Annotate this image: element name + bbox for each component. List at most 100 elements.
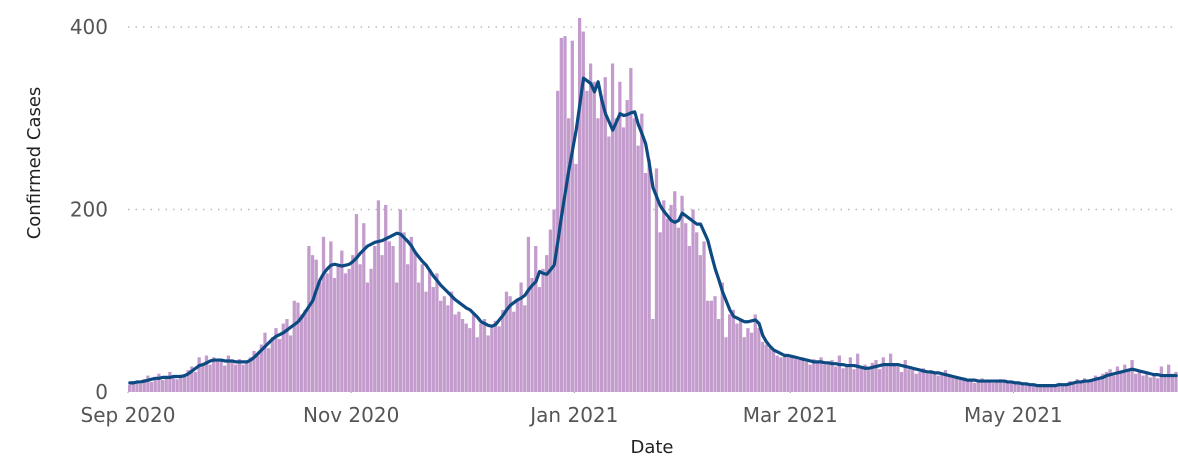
- bar: [896, 366, 900, 392]
- bar: [570, 40, 574, 392]
- bar: [987, 380, 992, 392]
- bar: [614, 118, 618, 392]
- bar: [1104, 371, 1109, 392]
- bar: [475, 337, 479, 392]
- bar: [1163, 375, 1167, 392]
- bar: [581, 31, 585, 392]
- bar: [204, 355, 209, 392]
- bar: [307, 246, 311, 392]
- bar: [563, 36, 567, 392]
- bar: [742, 337, 746, 392]
- bar: [259, 344, 263, 392]
- bar: [592, 81, 596, 392]
- bar: [296, 302, 300, 392]
- bar: [673, 191, 677, 392]
- bar: [691, 209, 695, 392]
- bar: [724, 337, 728, 392]
- bar: [453, 314, 457, 392]
- bar: [976, 381, 981, 392]
- bar: [599, 95, 604, 392]
- bar: [837, 355, 842, 392]
- bar: [1141, 375, 1145, 392]
- bar: [899, 371, 904, 392]
- bar: [947, 375, 951, 392]
- bar: [1145, 371, 1149, 392]
- bar: [775, 355, 779, 392]
- bar: [760, 341, 765, 392]
- bar: [1020, 384, 1024, 392]
- bar: [391, 246, 395, 392]
- bar: [746, 328, 750, 392]
- bar: [1031, 383, 1035, 392]
- bar: [973, 382, 977, 392]
- bar: [128, 384, 132, 392]
- bar: [834, 366, 838, 392]
- bar: [365, 282, 370, 392]
- bar: [636, 145, 640, 392]
- bar: [676, 227, 681, 392]
- bar: [354, 214, 359, 392]
- bar: [201, 362, 205, 392]
- bar: [684, 223, 688, 392]
- bar: [863, 364, 867, 392]
- bar: [537, 287, 542, 392]
- bar: [223, 365, 227, 392]
- bar: [234, 364, 238, 392]
- bar: [193, 371, 198, 392]
- bar: [647, 159, 651, 392]
- bar: [230, 361, 234, 392]
- bar: [640, 113, 644, 392]
- bar: [252, 350, 256, 392]
- bar: [409, 236, 413, 392]
- bar: [848, 357, 852, 392]
- bar: [314, 259, 318, 392]
- bar: [186, 370, 190, 392]
- bar: [435, 273, 439, 392]
- bar: [420, 264, 424, 392]
- bar: [226, 355, 231, 392]
- bar: [962, 377, 966, 392]
- bar: [395, 282, 399, 392]
- bar: [1174, 371, 1178, 392]
- bar: [519, 282, 523, 392]
- bar: [402, 232, 406, 392]
- bar: [936, 375, 940, 392]
- bar: [680, 195, 684, 392]
- bar: [823, 364, 827, 392]
- bar: [588, 63, 593, 392]
- bar: [984, 381, 988, 392]
- bar: [1002, 381, 1006, 392]
- bar: [281, 323, 285, 392]
- bar: [1071, 382, 1076, 392]
- bar: [841, 368, 845, 392]
- bar: [1123, 364, 1127, 392]
- bar: [1042, 386, 1046, 392]
- bar: [446, 305, 450, 392]
- bar: [270, 337, 274, 392]
- bar: [717, 319, 721, 392]
- bar: [135, 382, 139, 392]
- bar: [1064, 384, 1068, 392]
- bar: [1049, 384, 1054, 392]
- bar: [380, 255, 384, 392]
- bar: [398, 209, 402, 392]
- bar: [753, 314, 757, 392]
- x-tick-label: Mar 2021: [743, 403, 838, 427]
- bar: [892, 364, 896, 392]
- bar: [457, 311, 461, 392]
- bar: [530, 277, 534, 392]
- bar: [1134, 373, 1138, 392]
- bar: [1108, 369, 1112, 392]
- bar: [241, 364, 245, 392]
- bar: [248, 357, 252, 392]
- bar: [1090, 379, 1094, 392]
- bar: [980, 378, 984, 392]
- bar: [208, 364, 212, 392]
- bar: [179, 374, 183, 392]
- bar: [731, 309, 735, 392]
- bar: [596, 118, 600, 392]
- bar: [1053, 386, 1057, 392]
- y-tick-label: 200: [70, 198, 108, 222]
- bar: [468, 328, 472, 392]
- bar: [267, 348, 271, 392]
